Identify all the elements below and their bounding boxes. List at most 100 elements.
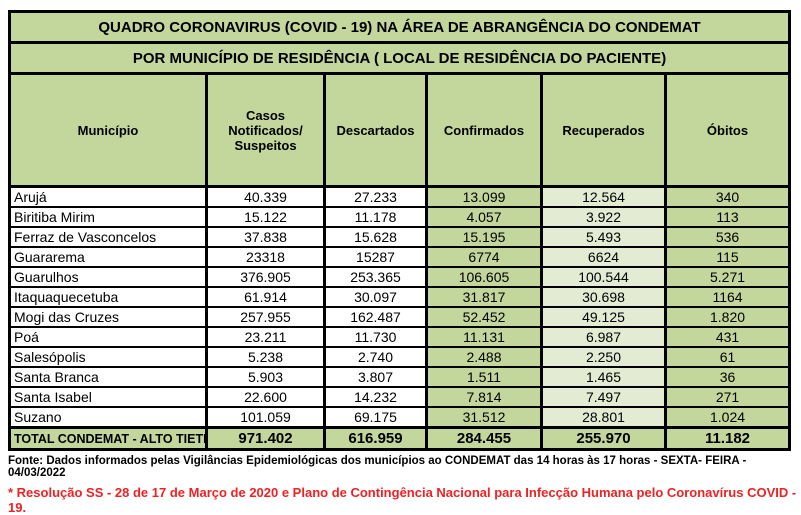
confirmados-value: 6774 [425, 246, 543, 268]
recuperados-value: 1.465 [540, 366, 667, 388]
table-subtitle-row: POR MUNICÍPIO DE RESIDÊNCIA ( LOCAL DE R… [7, 41, 792, 75]
descartados-value: 27.233 [323, 185, 428, 208]
municipality-name: Arujá [8, 185, 208, 208]
municipality-name: Biritiba Mirim [8, 206, 208, 228]
confirmados-value: 11.131 [425, 326, 543, 348]
total-descartados-value: 616.959 [323, 426, 428, 451]
casos-value: 376.905 [205, 266, 326, 288]
table-row-santa-isabel: Santa Isabel 22.600 14.232 7.814 7.497 2… [8, 386, 792, 408]
municipality-name: Guarulhos [8, 266, 208, 288]
obitos-value: 5.271 [663, 266, 792, 288]
municipality-name: Salesópolis [8, 346, 208, 368]
obitos-value: 1.024 [663, 406, 792, 429]
recuperados-value: 100.544 [540, 266, 667, 288]
casos-value: 15.122 [205, 206, 326, 228]
total-casos-value: 971.402 [205, 426, 326, 451]
descartados-value: 253.365 [323, 266, 428, 288]
obitos-value: 536 [663, 226, 792, 248]
total-label: TOTAL CONDEMAT - ALTO TIETÊ [8, 426, 208, 451]
column-header-municipio: Município [8, 72, 208, 188]
recuperados-value: 49.125 [540, 306, 667, 328]
table-row-guararema: Guararema 23318 15287 6774 6624 115 [8, 246, 792, 268]
recuperados-value: 6624 [540, 246, 667, 268]
table-title-row: QUADRO CORONAVIRUS (COVID - 19) NA ÁREA … [7, 10, 792, 44]
confirmados-value: 1.511 [425, 366, 543, 388]
obitos-value: 61 [663, 346, 792, 368]
municipality-name: Santa Branca [8, 366, 208, 388]
descartados-value: 2.740 [323, 346, 428, 368]
table-row-guarulhos: Guarulhos 376.905 253.365 106.605 100.54… [8, 266, 792, 288]
confirmados-value: 31.512 [425, 406, 543, 429]
recuperados-value: 7.497 [540, 386, 667, 408]
source-note: Fonte: Dados informados pelas Vigilância… [8, 455, 747, 479]
municipality-name: Mogi das Cruzes [8, 306, 208, 328]
obitos-value: 271 [663, 386, 792, 408]
municipality-name: Poá [8, 326, 208, 348]
casos-value: 23318 [205, 246, 326, 268]
total-row: TOTAL CONDEMAT - ALTO TIETÊ 971.402 616.… [8, 426, 792, 451]
municipality-name: Itaquaquecetuba [8, 286, 208, 308]
recuperados-value: 12.564 [540, 185, 667, 208]
obitos-value: 340 [663, 185, 792, 208]
obitos-value: 431 [663, 326, 792, 348]
covid-condemat-table: QUADRO CORONAVIRUS (COVID - 19) NA ÁREA … [7, 10, 792, 451]
obitos-value: 113 [663, 206, 792, 228]
obitos-value: 115 [663, 246, 792, 268]
recuperados-value: 2.250 [540, 346, 667, 368]
descartados-value: 69.175 [323, 406, 428, 429]
casos-value: 23.211 [205, 326, 326, 348]
municipality-name: Santa Isabel [8, 386, 208, 408]
table-row-suzano: Suzano 101.059 69.175 31.512 28.801 1.02… [8, 406, 792, 429]
footer-notes: Fonte: Dados informados pelas Vigilância… [8, 455, 798, 515]
total-obitos-value: 11.182 [663, 426, 792, 451]
casos-value: 22.600 [205, 386, 326, 408]
table-row-salesopolis: Salesópolis 5.238 2.740 2.488 2.250 61 [8, 346, 792, 368]
recuperados-value: 3.922 [540, 206, 667, 228]
descartados-value: 162.487 [323, 306, 428, 328]
table-row-ferraz-de-vasconcelos: Ferraz de Vasconcelos 37.838 15.628 15.1… [8, 226, 792, 248]
column-header-row: Município Casos Notificados/ Suspeitos D… [8, 72, 792, 188]
recuperados-value: 28.801 [540, 406, 667, 429]
municipality-name: Suzano [8, 406, 208, 429]
obitos-value: 1164 [663, 286, 792, 308]
table-row-biritiba-mirim: Biritiba Mirim 15.122 11.178 4.057 3.922… [8, 206, 792, 228]
municipality-name: Ferraz de Vasconcelos [8, 226, 208, 248]
descartados-value: 15.628 [323, 226, 428, 248]
casos-value: 61.914 [205, 286, 326, 308]
confirmados-value: 31.817 [425, 286, 543, 308]
table-subtitle: POR MUNICÍPIO DE RESIDÊNCIA ( LOCAL DE R… [7, 41, 792, 75]
recuperados-value: 30.698 [540, 286, 667, 308]
confirmados-value: 7.814 [425, 386, 543, 408]
column-header-confirmados: Confirmados [425, 72, 543, 188]
total-confirmados-value: 284.455 [425, 426, 543, 451]
column-header-obitos: Óbitos [663, 72, 792, 188]
confirmados-value: 52.452 [425, 306, 543, 328]
recuperados-value: 6.987 [540, 326, 667, 348]
confirmados-value: 2.488 [425, 346, 543, 368]
descartados-value: 11.178 [323, 206, 428, 228]
casos-value: 37.838 [205, 226, 326, 248]
descartados-value: 14.232 [323, 386, 428, 408]
descartados-value: 30.097 [323, 286, 428, 308]
casos-value: 5.903 [205, 366, 326, 388]
table-row-poa: Poá 23.211 11.730 11.131 6.987 431 [8, 326, 792, 348]
descartados-value: 15287 [323, 246, 428, 268]
casos-value: 257.955 [205, 306, 326, 328]
descartados-value: 11.730 [323, 326, 428, 348]
confirmados-value: 15.195 [425, 226, 543, 248]
casos-value: 101.059 [205, 406, 326, 429]
column-header-casos: Casos Notificados/ Suspeitos [205, 72, 326, 188]
resolution-note: * Resolução SS - 28 de 17 de Março de 20… [8, 485, 797, 515]
obitos-value: 1.820 [663, 306, 792, 328]
total-recuperados-value: 255.970 [540, 426, 667, 451]
table-row-itaquaquecetuba: Itaquaquecetuba 61.914 30.097 31.817 30.… [8, 286, 792, 308]
confirmados-value: 4.057 [425, 206, 543, 228]
column-header-descartados: Descartados [323, 72, 428, 188]
obitos-value: 36 [663, 366, 792, 388]
descartados-value: 3.807 [323, 366, 428, 388]
confirmados-value: 106.605 [425, 266, 543, 288]
table-main-title: QUADRO CORONAVIRUS (COVID - 19) NA ÁREA … [7, 10, 792, 44]
municipality-name: Guararema [8, 246, 208, 268]
column-header-recuperados: Recuperados [540, 72, 667, 188]
